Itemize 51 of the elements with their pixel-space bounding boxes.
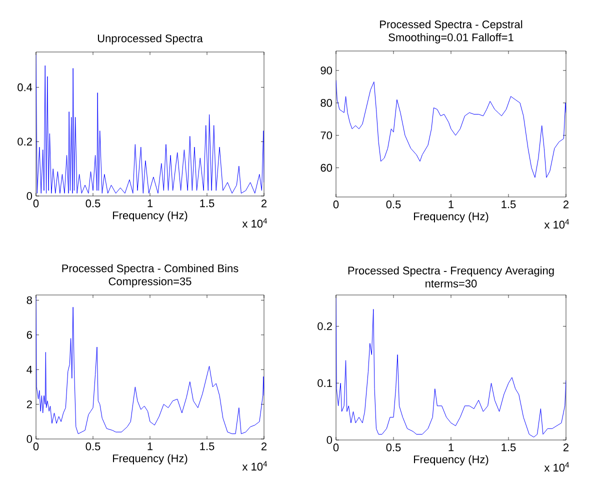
y-tick-label: 2 — [26, 400, 32, 408]
x-tick-label: 1.5 — [502, 444, 516, 452]
x-tick-label: 1 — [148, 442, 153, 450]
x-tick-label: 0 — [333, 200, 339, 208]
y-tick-label: 6 — [26, 331, 32, 339]
y-tick-label: 0.4 — [18, 83, 32, 92]
y-tick-label: 0.2 — [318, 322, 332, 330]
x-tick-label: 1 — [448, 200, 454, 208]
x-tick-label: 2 — [261, 200, 267, 208]
chart-title: Unprocessed Spectra — [98, 34, 203, 44]
x-axis-title: Frequency (Hz) — [113, 211, 188, 222]
chart-subtitle: Compression=35 — [108, 277, 192, 288]
x-tick-label: 0 — [33, 442, 39, 450]
y-tick-label: 0 — [26, 192, 32, 200]
x-tick-label: 1.5 — [200, 442, 214, 450]
y-tick-label: 0.1 — [318, 379, 332, 388]
x-axis-title: Frequency (Hz) — [414, 212, 488, 222]
chart-title: Processed Spectra - Frequency Averaging — [348, 266, 554, 277]
y-tick-label: 90 — [320, 66, 332, 74]
text: x 10$^{4}$ — [544, 219, 570, 229]
x-tick-label: 0.5 — [86, 200, 100, 208]
x-tick-label: 2 — [261, 442, 267, 450]
y-tick-label: 70 — [320, 131, 332, 140]
y-tick-label: 0 — [326, 436, 332, 444]
chart-subtitle: Smoothing=0.01 Falloff=1 — [388, 33, 514, 44]
y-tick-label: 80 — [320, 99, 332, 107]
x-tick-label: 2 — [563, 200, 569, 208]
y-tick-label: 60 — [320, 164, 332, 172]
chart-title: Processed Spectra - Cepstral — [380, 20, 522, 30]
text: x 10$^{4}$ — [242, 461, 268, 471]
x-tick-label: 2 — [563, 444, 569, 452]
line-series — [336, 80, 566, 178]
chart-subtitle: nterms=30 — [426, 280, 477, 288]
x-tick-label: 1.5 — [502, 200, 516, 208]
text: x 10$^{4}$ — [242, 218, 268, 228]
x-axis-title: Frequency (Hz) — [113, 454, 188, 464]
x-tick-label: 0 — [33, 200, 39, 208]
y-tick-label: 0 — [26, 435, 32, 443]
text: x 10$^{4}$ — [544, 462, 570, 472]
x-tick-label: 0.5 — [386, 444, 401, 452]
y-tick-label: 4 — [26, 366, 32, 374]
chart-title: Processed Spectra - Combined Bins — [62, 264, 238, 274]
x-tick-label: 0.5 — [386, 200, 401, 208]
x-axis-title: Frequency (Hz) — [414, 455, 488, 466]
y-tick-label: 0.2 — [18, 138, 32, 146]
x-tick-label: 1 — [448, 444, 454, 452]
y-tick-label: 8 — [26, 296, 32, 304]
x-tick-label: 1 — [148, 200, 153, 208]
x-tick-label: 0 — [333, 444, 339, 452]
x-tick-label: 1.5 — [200, 200, 214, 208]
x-tick-label: 0.5 — [86, 442, 100, 450]
